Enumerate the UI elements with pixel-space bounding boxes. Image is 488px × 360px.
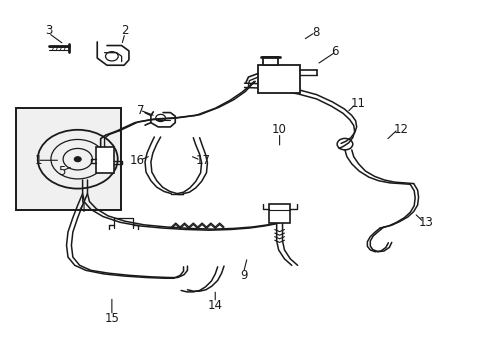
Text: 5: 5 xyxy=(58,165,65,177)
Text: 14: 14 xyxy=(207,299,223,312)
Bar xyxy=(258,64,299,93)
Text: 4: 4 xyxy=(79,202,86,215)
Text: 16: 16 xyxy=(129,154,144,167)
Text: 6: 6 xyxy=(330,45,338,58)
Text: 7: 7 xyxy=(137,104,144,117)
Text: 13: 13 xyxy=(418,216,433,229)
Bar xyxy=(268,204,290,223)
Text: 11: 11 xyxy=(350,98,365,111)
Text: 3: 3 xyxy=(45,23,52,37)
Text: 2: 2 xyxy=(121,23,128,37)
Text: 12: 12 xyxy=(392,122,407,136)
Bar xyxy=(16,108,121,211)
Text: 17: 17 xyxy=(195,154,210,167)
Circle shape xyxy=(74,157,81,162)
Text: 8: 8 xyxy=(312,26,320,39)
Bar xyxy=(96,147,114,173)
Text: 10: 10 xyxy=(272,123,286,136)
Text: 15: 15 xyxy=(104,312,119,325)
Text: 9: 9 xyxy=(239,269,247,282)
Text: 1: 1 xyxy=(35,154,42,167)
Bar xyxy=(263,57,277,64)
